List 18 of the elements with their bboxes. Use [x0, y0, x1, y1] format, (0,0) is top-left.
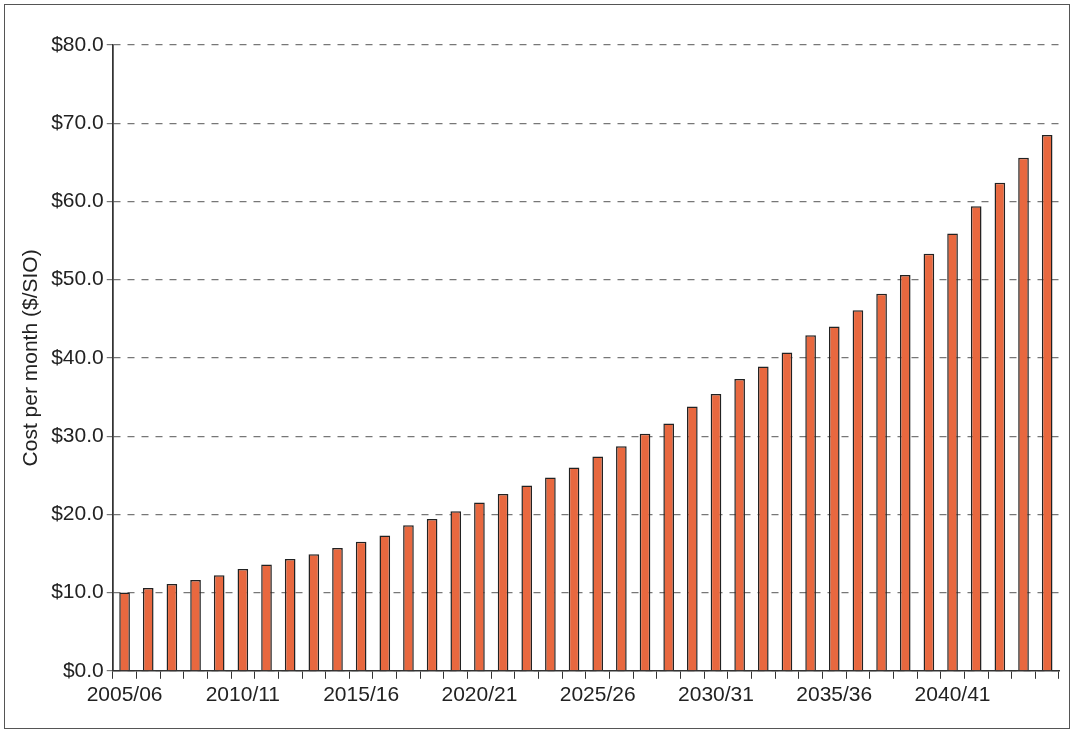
- x-tick-label: 2020/21: [441, 682, 518, 706]
- y-tick-label: $50.0: [51, 266, 104, 290]
- y-tick-label: $40.0: [51, 344, 104, 368]
- y-tick-label: $30.0: [51, 422, 104, 446]
- y-tick-label: $60.0: [51, 188, 104, 212]
- x-tick-label: 2010/11: [205, 682, 281, 706]
- x-tick-label: 2030/31: [678, 682, 754, 706]
- y-axis-title: Cost per month ($/SIO): [18, 249, 42, 467]
- y-tick-label: $0.0: [62, 657, 104, 681]
- x-tick-label: 2005/06: [86, 682, 163, 706]
- y-tick-label: $10.0: [51, 579, 104, 603]
- x-tick-label: 2040/41: [914, 682, 991, 706]
- y-tick-label: $70.0: [51, 110, 104, 134]
- x-tick-label: 2015/16: [323, 682, 400, 706]
- x-tick-label: 2035/36: [796, 682, 873, 706]
- x-tick-label: 2025/26: [559, 682, 636, 706]
- y-tick-label: $80.0: [51, 31, 104, 55]
- y-tick-label: $20.0: [51, 501, 104, 525]
